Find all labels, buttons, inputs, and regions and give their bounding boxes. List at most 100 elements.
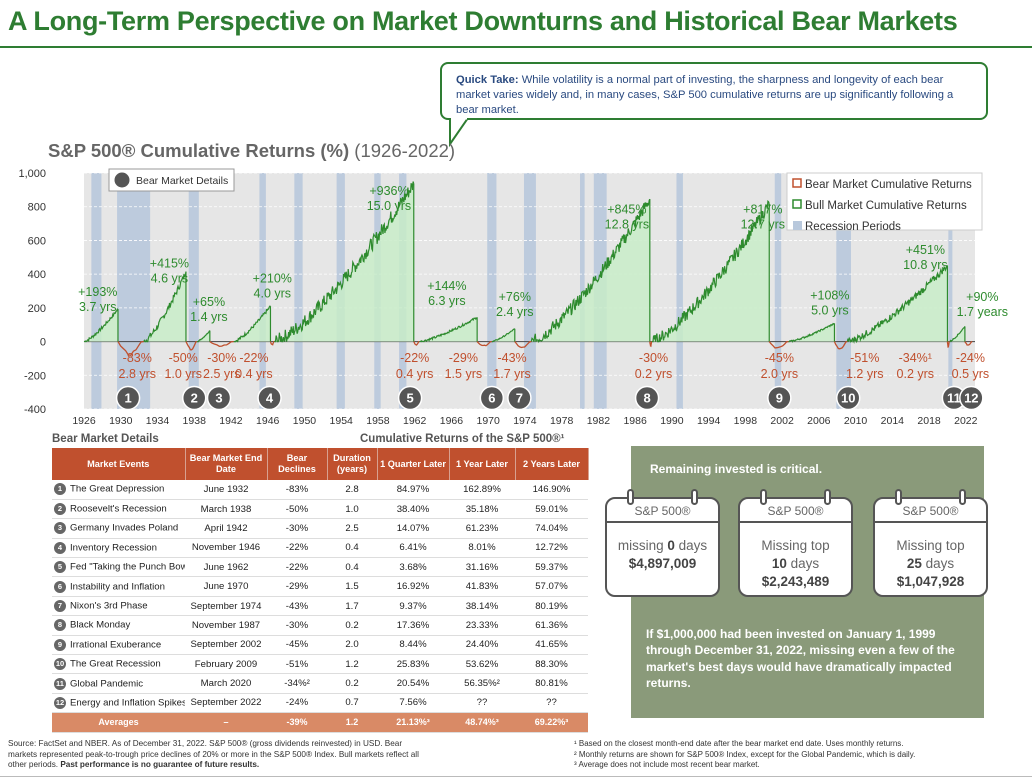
market-event-cell: 9 Irrational Exuberance [52, 635, 185, 656]
bear-duration-label: 2.8 yrs [119, 367, 157, 381]
bear-duration-label: 0.2 yrs [635, 367, 673, 381]
bull-duration-label: 12.7 yrs [741, 217, 785, 231]
market-event-name: Black Monday [70, 619, 131, 631]
bull-line [651, 199, 770, 343]
bull-return-label: +936% [369, 184, 408, 198]
invested-heading: Remaining invested is critical. [650, 462, 823, 476]
table-cell: 61.36% [515, 615, 588, 636]
source-text: Source: FactSet and NBER. As of December… [8, 739, 419, 770]
table-row: 2 Roosevelt's Recession March 1938 -50% 1.0 3… [52, 499, 588, 520]
table-cell: 61.23% [449, 518, 515, 539]
table-cell: 41.83% [449, 576, 515, 597]
row-number-badge: 5 [54, 561, 66, 574]
missed-days-text: Missing top 25 days [896, 538, 965, 571]
table-cell: 1.0 [327, 499, 377, 520]
table-cell: 162.89% [449, 480, 515, 500]
bull-return-label: +415% [150, 256, 189, 270]
bear-badge [835, 385, 861, 411]
table-cell: 24.40% [449, 635, 515, 656]
market-event-name: The Great Depression [70, 483, 165, 495]
bull-return-label: +76% [499, 290, 531, 304]
table-row: 7 Nixon's 3rd Phase September 1974 -43% 1.7 9… [52, 596, 588, 617]
table-cell: 31.16% [449, 557, 515, 578]
table-cell: 17.36% [377, 615, 449, 636]
bear-badge-number: 5 [406, 391, 413, 406]
quick-take-callout: Quick Take: While volatility is a normal… [440, 62, 988, 120]
table-cell: March 1938 [185, 499, 267, 520]
bull-return-label: +108% [810, 288, 849, 302]
table-cell: 1.2 [327, 654, 377, 675]
recession-band [523, 173, 536, 409]
missed-days-text: missing 0 days [617, 538, 708, 553]
table-cell: 2.5 [327, 518, 377, 539]
table-column-header: 1 Year Later [449, 448, 516, 480]
table-cell: -30% [267, 615, 327, 636]
bull-line [83, 308, 119, 343]
table-cell: March 2020 [185, 673, 267, 694]
bull-return-label: +451% [906, 243, 945, 257]
bull-duration-label: 5.0 yrs [811, 303, 849, 317]
averages-cell: 1.2 [327, 712, 377, 733]
x-tick-label: 2022 [954, 415, 978, 427]
chart-title: S&P 500® Cumulative Returns (%) (1926-20… [48, 140, 455, 162]
table-cell: 35.18% [449, 499, 515, 520]
table-cell: 53.62% [449, 654, 515, 675]
calendar-ring-icon [824, 489, 831, 505]
table-cell: June 1932 [185, 480, 267, 500]
calendar-card-body: missing 0 days $4,897,009 [607, 523, 718, 573]
bull-duration-label: 4.0 yrs [254, 287, 292, 301]
x-tick-label: 1978 [550, 415, 574, 427]
calendar-card-header: S&P 500® [740, 499, 851, 523]
table-cell: 41.65% [515, 635, 588, 656]
bear-duration-label: 1.7 yrs [493, 367, 531, 381]
legend-label: Bull Market Cumulative Returns [805, 200, 967, 212]
recession-band [91, 173, 102, 409]
market-event-cell: 8 Black Monday [52, 615, 185, 636]
calendar-ring-icon [627, 489, 634, 505]
bull-return-label: +210% [253, 272, 292, 286]
bear-badge-number: 2 [191, 391, 198, 406]
table-column-header: Duration (years) [327, 448, 378, 480]
x-tick-label: 1970 [476, 415, 500, 427]
bull-line [273, 181, 415, 343]
table-cell: -51% [267, 654, 327, 675]
table-row: 11 Global Pandemic March 2020 -34%² 0.2 20.54… [52, 673, 588, 694]
averages-cell: 69.22%³ [515, 712, 588, 733]
table-column-header: 2 Years Later [515, 448, 589, 480]
market-event-cell: 7 Nixon's 3rd Phase [52, 596, 185, 617]
table-cell: February 2009 [185, 654, 267, 675]
market-event-name: Energy and Inflation Spikes [70, 697, 185, 709]
bull-return-label: +817% [743, 202, 782, 216]
x-tick-label: 2014 [881, 415, 905, 427]
table-cell: 0.4 [327, 557, 377, 578]
bull-duration-label: 12.8 yrs [605, 217, 649, 231]
calendar-ring-icon [691, 489, 698, 505]
averages-cell: 21.13%³ [377, 712, 449, 733]
bear-duration-label: 1.2 yrs [846, 367, 884, 381]
x-tick-label: 1986 [623, 415, 647, 427]
portfolio-value: $1,047,928 [896, 574, 965, 589]
bear-badge-number: 11 [947, 391, 961, 406]
table-row: 5 Fed "Taking the Punch Bowl" June 1962 -22… [52, 557, 588, 578]
bull-return-label: +144% [427, 279, 466, 293]
bull-area [531, 199, 650, 342]
bear-badge [479, 385, 505, 411]
x-tick-label: 2006 [807, 415, 831, 427]
bull-area [949, 326, 965, 342]
bull-line [197, 330, 211, 343]
bull-area [233, 306, 271, 342]
bear-badge [959, 385, 984, 411]
bull-duration-label: 15.0 yrs [367, 199, 411, 213]
bull-area [847, 265, 948, 342]
x-tick-label: 1934 [146, 415, 170, 427]
bear-duration-label: 0.5 yrs [952, 367, 990, 381]
bull-area [651, 201, 770, 342]
bull-area [419, 317, 478, 342]
portfolio-value: $4,897,009 [628, 556, 697, 571]
table-cell: 1.7 [327, 596, 377, 617]
x-tick-label: 1962 [403, 415, 427, 427]
table-cell: 0.4 [327, 538, 377, 559]
bull-line [949, 326, 966, 343]
table-cell: 8.44% [377, 635, 449, 656]
